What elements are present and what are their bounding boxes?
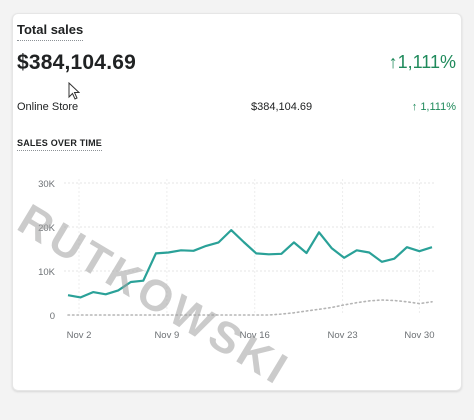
breakdown-label: Online Store (17, 101, 79, 113)
total-sales-value: $384,104.69 (17, 51, 136, 74)
arrow-up-icon: ↑ (411, 101, 421, 113)
arrow-up-icon: ↑ (388, 52, 398, 72)
y-tick-label: 30K (38, 179, 56, 190)
total-change: ↑1,111% (389, 52, 456, 73)
card-title[interactable]: Total sales (17, 22, 84, 41)
y-tick-label: 20K (38, 223, 56, 234)
breakdown-value: $384,104.69 (251, 101, 313, 113)
total-change-value: 1,111% (397, 52, 456, 72)
sales-series-line (67, 228, 433, 299)
x-tick-label: Nov 23 (328, 330, 358, 341)
x-tick-label: Nov 16 (240, 330, 270, 341)
breakdown-change: ↑ 1,111% (412, 101, 456, 113)
y-tick-label: 10K (38, 267, 56, 278)
y-tick-label: 0 (50, 311, 55, 322)
sales-over-time-chart: 30K 20K 10K 0 Nov 2 Nov 9 Nov 16 Nov 23 Nov 30 (38, 179, 436, 341)
mouse-pointer-icon (68, 82, 80, 100)
breakdown-change-value: 1,111% (420, 101, 456, 113)
total-sales-card (12, 13, 462, 391)
x-tick-label: Nov 9 (154, 330, 179, 341)
x-tick-label: Nov 2 (67, 330, 92, 341)
comparison-series-line (67, 299, 433, 316)
x-tick-label: Nov 30 (404, 330, 434, 341)
breakdown-row-online-store: Online Store $384,104.69 ↑ 1,111% (17, 101, 456, 117)
sales-over-time-title[interactable]: SALES OVER TIME (17, 138, 103, 151)
